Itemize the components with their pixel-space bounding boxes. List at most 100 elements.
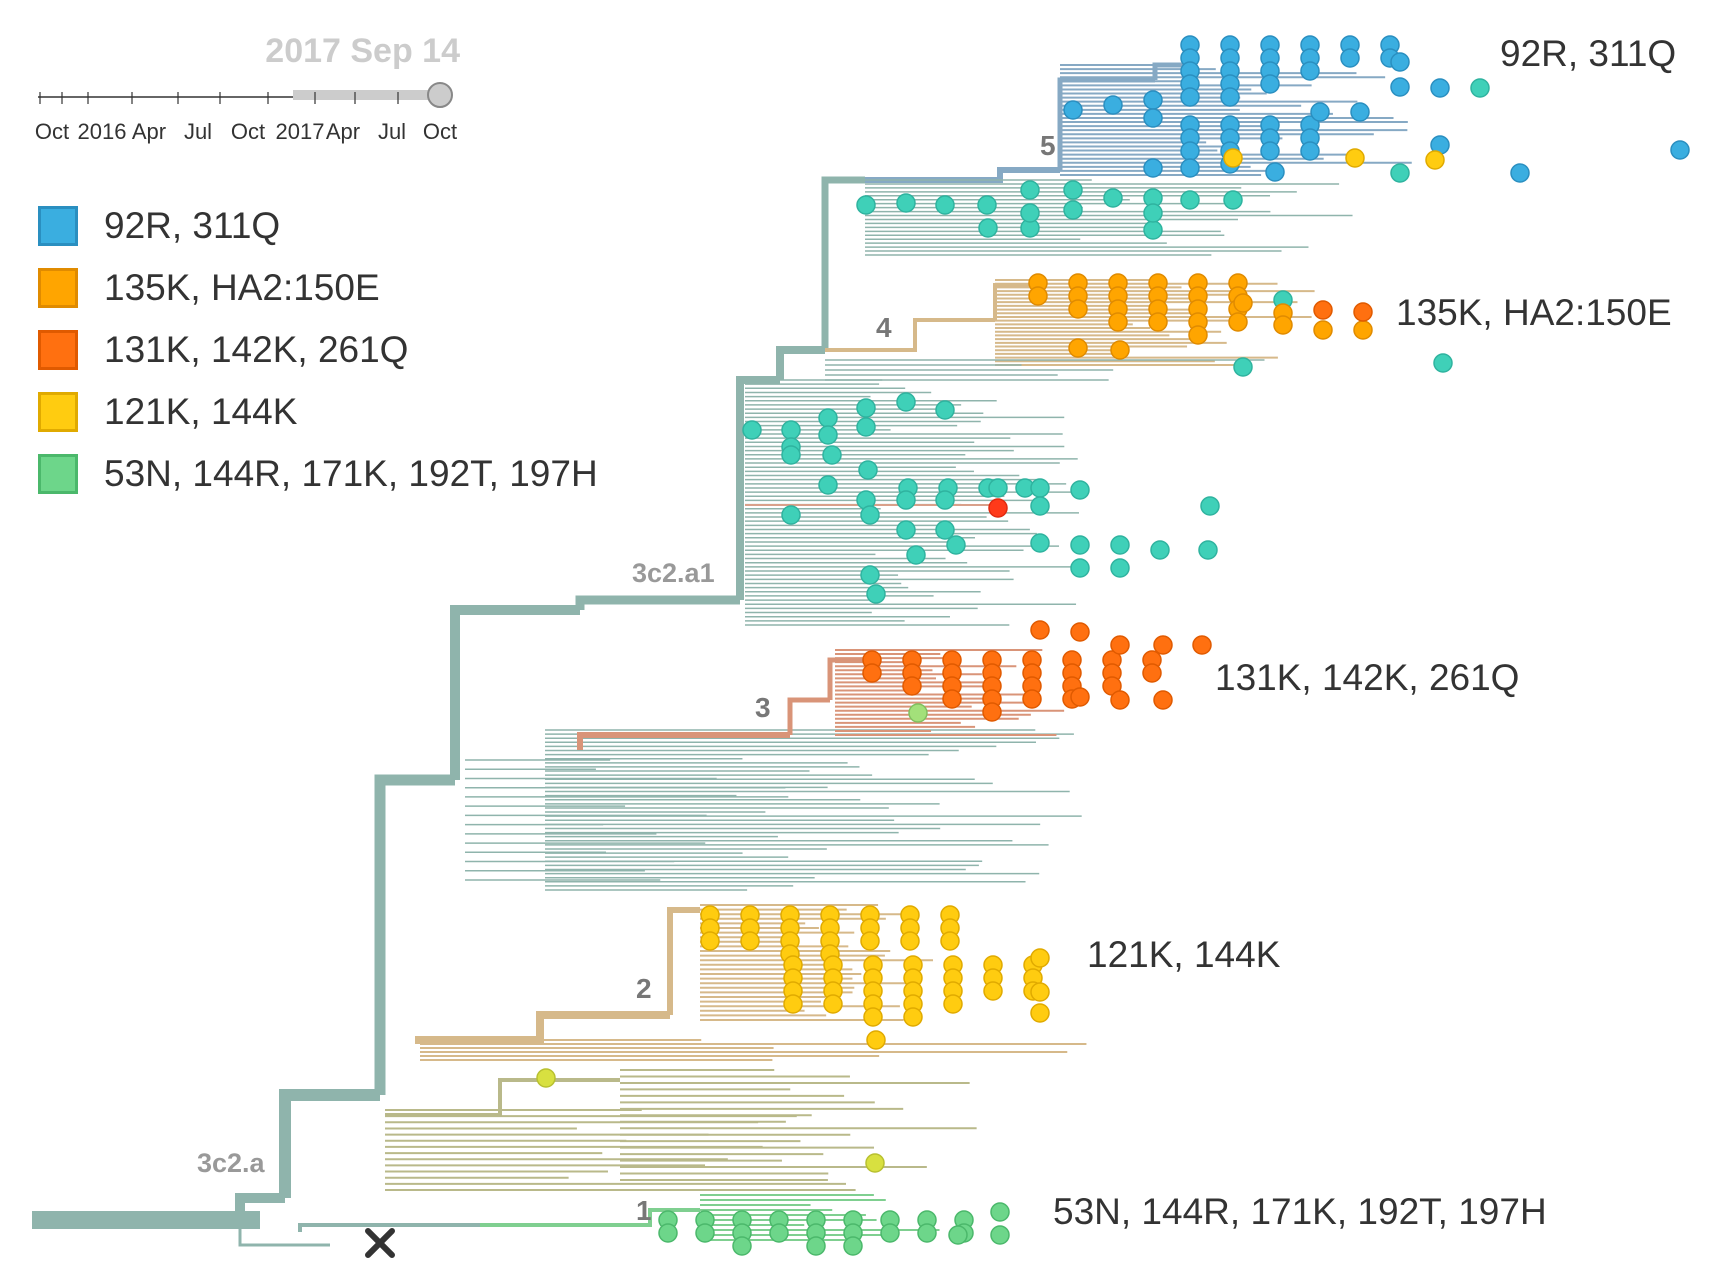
- tree-tip: [1030, 496, 1050, 516]
- tree-tip: [1223, 190, 1243, 210]
- tree-tip: [783, 994, 803, 1014]
- mutation-label: 53N, 144R, 171K, 192T, 197H: [1053, 1191, 1547, 1232]
- tree-tip: [1143, 158, 1163, 178]
- tree-tip: [1063, 200, 1083, 220]
- tree-tip: [1220, 87, 1240, 107]
- tree-tip: [1068, 299, 1088, 319]
- tree-tip: [1020, 203, 1040, 223]
- tree-tip: [1200, 496, 1220, 516]
- legend-swatch: [38, 392, 78, 432]
- timeline-tick-label: Jul: [378, 119, 406, 144]
- tree-tip: [896, 520, 916, 540]
- tree-tip: [1260, 141, 1280, 161]
- tree-tip: [1030, 948, 1050, 968]
- legend-item[interactable]: 92R, 311Q: [38, 195, 598, 257]
- tree-tip: [818, 408, 838, 428]
- tree-branch: [825, 318, 995, 352]
- tree-tip: [1180, 141, 1200, 161]
- legend: 92R, 311Q 135K, HA2:150E 131K, 142K, 261…: [38, 195, 598, 505]
- mutation-label: 131K, 142K, 261Q: [1215, 657, 1519, 698]
- tree-branch: [298, 1223, 480, 1232]
- timeline-date: 2017 Sep 14: [265, 32, 460, 70]
- time-slider[interactable]: 2017 Sep 14 Oct 2016 Apr Jul Oct 2017 Apr Jul Oc…: [0, 0, 480, 160]
- timeline-tick-label: Oct: [35, 119, 69, 144]
- tree-tip: [1300, 61, 1320, 81]
- mutation-label: 135K, HA2:150E: [1396, 292, 1672, 333]
- tree-tip: [1110, 690, 1130, 710]
- tree-branch: [374, 774, 455, 1095]
- timeline-tick-label: 2017: [276, 119, 325, 144]
- tree-tip: [858, 460, 878, 480]
- tree-tip: [1180, 158, 1200, 178]
- timeline-tick-label: Jul: [184, 119, 212, 144]
- tree-tip: [1425, 150, 1445, 170]
- tree-tip: [896, 392, 916, 412]
- tree-tip: [1273, 315, 1293, 335]
- tree-tip: [658, 1223, 678, 1243]
- legend-label: 121K, 144K: [104, 391, 298, 432]
- tree-tip: [1030, 982, 1050, 1002]
- legend-label: 53N, 144R, 171K, 192T, 197H: [104, 453, 598, 494]
- tree-tip: [1070, 535, 1090, 555]
- tree-tip: [1028, 286, 1048, 306]
- tree-tip: [769, 1223, 789, 1243]
- tree-tip: [1353, 302, 1373, 322]
- tree-tip: [1345, 148, 1365, 168]
- tree-tip: [1030, 620, 1050, 640]
- legend-swatch: [38, 454, 78, 494]
- tree-tip: [1030, 533, 1050, 553]
- tree-tip: [1153, 690, 1173, 710]
- tree-tip: [1068, 338, 1088, 358]
- mutation-label: 121K, 144K: [1087, 934, 1281, 975]
- tree-tip: [1070, 558, 1090, 578]
- tree-tip: [1142, 663, 1162, 683]
- tree-tip: [822, 445, 842, 465]
- tree-branch: [235, 1193, 285, 1220]
- tree-branch: [238, 1220, 330, 1247]
- tree-tip: [536, 1068, 556, 1088]
- tree-tip: [880, 1223, 900, 1243]
- tree-tip: [1110, 340, 1130, 360]
- tree-tip: [863, 1007, 883, 1027]
- tree-tip: [1265, 162, 1285, 182]
- tree-tip: [856, 398, 876, 418]
- tree-tip: [1300, 141, 1320, 161]
- tree-tip: [1310, 102, 1330, 122]
- legend-swatch: [38, 330, 78, 370]
- timeline-handle[interactable]: [427, 82, 453, 108]
- tree-branch: [415, 1011, 670, 1044]
- tree-tip: [866, 1030, 886, 1050]
- tree-tip: [1350, 102, 1370, 122]
- tree-tip: [1143, 220, 1163, 240]
- clade-number-4: 4: [876, 312, 892, 343]
- clade-number-5: 5: [1040, 130, 1056, 161]
- legend-label: 135K, HA2:150E: [104, 267, 380, 308]
- tree-tip: [1390, 52, 1410, 72]
- legend-item[interactable]: 121K, 144K: [38, 381, 598, 443]
- tree-tip: [1143, 203, 1163, 223]
- tree-tip: [917, 1223, 937, 1243]
- clade-label-3c2a1: 3c2.a1: [632, 558, 715, 588]
- tree-tip: [1188, 325, 1208, 345]
- tree-tip: [1192, 635, 1212, 655]
- legend-item[interactable]: 135K, HA2:150E: [38, 257, 598, 319]
- tree-tip: [935, 400, 955, 420]
- tree-tip: [740, 931, 760, 951]
- tree-branch: [385, 1078, 620, 1117]
- tree-branch: [776, 346, 825, 380]
- timeline-tick-label: 2016: [78, 119, 127, 144]
- legend-item[interactable]: 131K, 142K, 261Q: [38, 319, 598, 381]
- tree-tip: [860, 931, 880, 951]
- tree-tip: [781, 420, 801, 440]
- tree-tip: [906, 545, 926, 565]
- tree-tip: [983, 981, 1003, 1001]
- tree-tip: [990, 1202, 1010, 1222]
- timeline-tick-label: Apr: [132, 119, 166, 144]
- tree-tip: [823, 994, 843, 1014]
- tree-tip: [1390, 163, 1410, 183]
- legend-item[interactable]: 53N, 144R, 171K, 192T, 197H: [38, 443, 598, 505]
- tree-tip: [1103, 95, 1123, 115]
- tree-tip: [896, 490, 916, 510]
- legend-label: 131K, 142K, 261Q: [104, 329, 409, 370]
